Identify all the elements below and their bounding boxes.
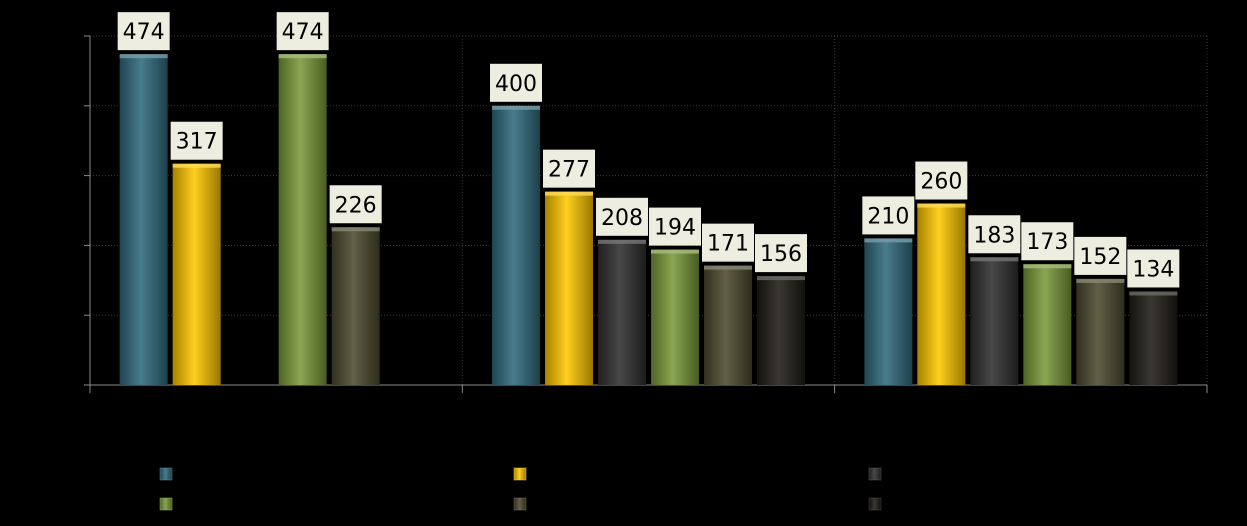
data-label-box (490, 63, 542, 102)
legend-marker (868, 467, 882, 481)
bar-highlight (331, 227, 380, 232)
data-label: 210 (867, 204, 909, 229)
bar (917, 203, 966, 385)
bar-highlight (545, 191, 593, 196)
data-label-box (968, 215, 1021, 254)
data-label-box (755, 234, 807, 273)
data-label-box (117, 12, 170, 51)
data-label-box (170, 121, 223, 160)
data-label: 156 (760, 242, 802, 267)
bar-highlight (119, 54, 168, 59)
legend-marker (513, 467, 527, 481)
bar-highlight (172, 163, 221, 168)
bar (278, 54, 327, 385)
data-label: 400 (495, 72, 537, 97)
bar-highlight (757, 276, 805, 281)
bar (172, 163, 221, 385)
bar (1129, 291, 1178, 385)
bar (970, 257, 1019, 385)
legend-marker (868, 497, 882, 511)
data-label: 260 (920, 170, 962, 195)
data-labels: 474 317 474 226 400 277 208 194 171 156 210 260 183 1… (117, 12, 1180, 288)
bar-highlight (917, 203, 966, 208)
data-label: 474 (282, 20, 324, 45)
bar-highlight (864, 238, 913, 243)
bar (492, 105, 540, 386)
bar-highlight (1129, 291, 1178, 296)
bar (119, 54, 168, 385)
bar-highlight (704, 265, 752, 270)
bar (1076, 278, 1125, 385)
legend-marker (159, 497, 173, 511)
legend-marker (513, 497, 527, 511)
data-label: 277 (548, 158, 590, 183)
data-label-box (1074, 236, 1127, 275)
bar-highlight (651, 249, 699, 254)
data-label: 173 (1026, 230, 1068, 255)
bar-highlight (1023, 264, 1072, 269)
bar-highlight (970, 257, 1019, 262)
bar (704, 265, 752, 385)
bar-highlight (492, 105, 540, 110)
bar (651, 249, 699, 385)
data-label: 226 (335, 193, 377, 218)
bar-highlight (278, 54, 327, 59)
bars (119, 54, 1178, 386)
data-label: 194 (654, 216, 696, 241)
data-label-box (702, 223, 754, 262)
data-label-box (596, 197, 648, 236)
data-label-box (862, 196, 915, 235)
data-label: 317 (176, 130, 218, 155)
bar (757, 276, 805, 385)
data-label: 474 (123, 20, 165, 45)
gridlines (90, 35, 1208, 386)
data-label-box (649, 207, 701, 246)
data-label: 183 (973, 223, 1015, 248)
bar-highlight (598, 239, 646, 244)
data-label-box (1021, 222, 1074, 261)
data-label: 134 (1132, 257, 1174, 282)
bar (864, 238, 913, 385)
bar (1023, 264, 1072, 385)
data-label-box (276, 12, 329, 51)
axes (84, 35, 1208, 393)
data-label-box (1127, 249, 1180, 288)
data-label: 152 (1079, 245, 1121, 270)
bar (331, 227, 380, 385)
data-label-box (329, 185, 382, 224)
data-label: 208 (601, 206, 643, 231)
bar (598, 239, 646, 385)
bar-highlight (1076, 278, 1125, 283)
legend-marker (159, 467, 173, 481)
bar (545, 191, 593, 385)
data-label-box (543, 149, 595, 188)
data-label-box (915, 161, 968, 200)
data-label: 171 (707, 232, 749, 257)
legend (159, 467, 882, 511)
